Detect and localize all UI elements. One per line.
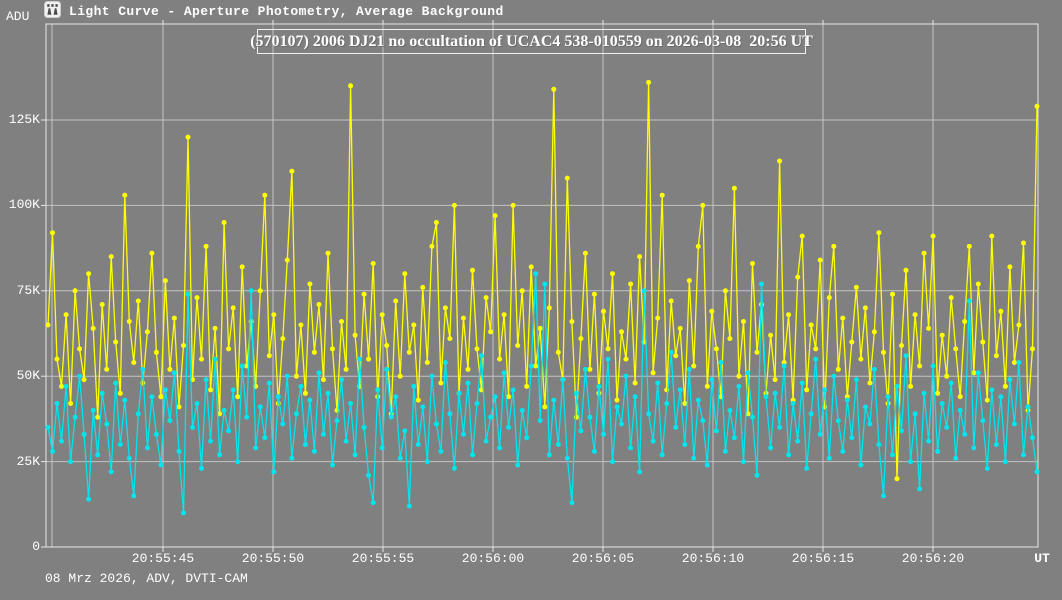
plot-border — [45, 23, 1039, 548]
x-tick-label: 20:56:05 — [571, 551, 635, 566]
series-comparison-background-intensity — [45, 271, 1040, 516]
window-title: Light Curve - Aperture Photometry, Avera… — [69, 3, 504, 19]
y-tick-label: 75K — [16, 282, 40, 298]
y-tick-label: 0 — [32, 539, 40, 554]
x-tick-label: 20:55:50 — [241, 551, 305, 566]
x-tick-label: 20:56:15 — [791, 551, 855, 566]
x-tick-label: 20:55:45 — [131, 551, 195, 566]
x-tick-label: 20:56:20 — [901, 551, 965, 566]
app-icon — [44, 1, 61, 20]
y-tick-label: 125K — [8, 112, 40, 127]
y-axis-unit-label: ADU — [6, 9, 30, 24]
x-axis-unit-label: UT — [1034, 551, 1050, 566]
chart-title: (570107) 2006 DJ21 no occultation of UCA… — [250, 32, 813, 50]
observation-info: 08 Mrz 2026, ADV, DVTI-CAM — [45, 571, 248, 586]
y-tick-label: 50K — [16, 368, 40, 384]
y-tick-label: 100K — [8, 197, 40, 213]
window-titlebar[interactable]: Light Curve - Aperture Photometry, Avera… — [44, 1, 504, 21]
chart-title-box: (570107) 2006 DJ21 no occultation of UCA… — [250, 29, 813, 54]
x-tick-label: 20:56:00 — [461, 551, 525, 566]
y-tick-label: 25K — [16, 453, 40, 469]
x-tick-label: 20:56:10 — [681, 551, 745, 566]
x-tick-label: 20:55:55 — [351, 551, 415, 566]
